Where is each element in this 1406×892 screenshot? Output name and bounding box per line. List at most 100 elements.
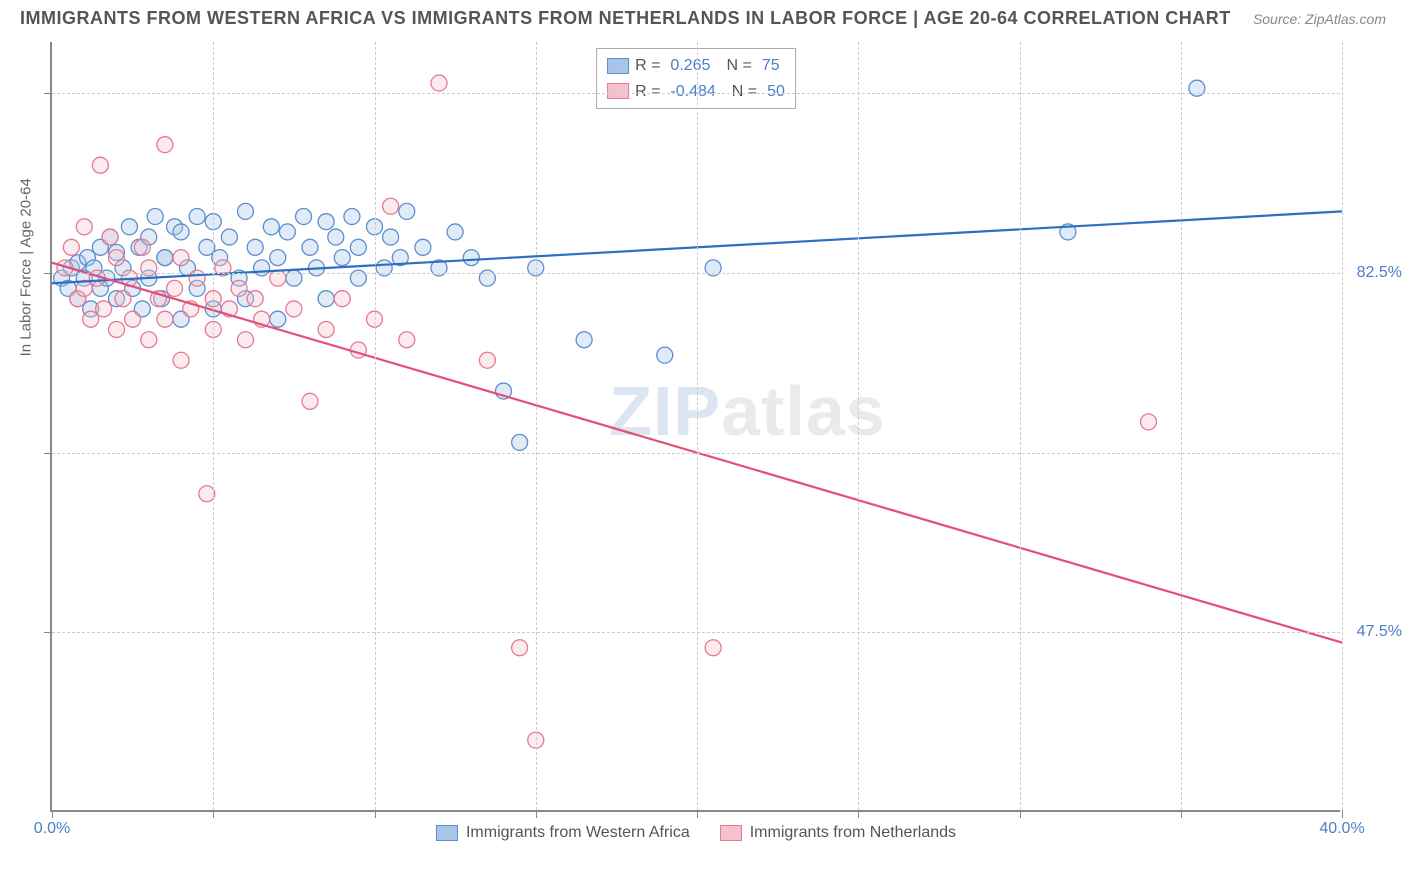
legend-item-series-a: Immigrants from Western Africa bbox=[436, 824, 690, 842]
scatter-point bbox=[263, 219, 279, 235]
grid-line-v bbox=[1020, 42, 1021, 810]
grid-line-h bbox=[52, 453, 1340, 454]
grid-line-v bbox=[1181, 42, 1182, 810]
scatter-point bbox=[125, 311, 141, 327]
scatter-point bbox=[334, 291, 350, 307]
scatter-point bbox=[173, 224, 189, 240]
chart-header: IMMIGRANTS FROM WESTERN AFRICA VS IMMIGR… bbox=[0, 0, 1406, 33]
tick-mark bbox=[44, 632, 52, 633]
scatter-point bbox=[576, 332, 592, 348]
tick-mark bbox=[697, 810, 698, 818]
scatter-point bbox=[121, 219, 137, 235]
scatter-point bbox=[173, 250, 189, 266]
tick-mark bbox=[1181, 810, 1182, 818]
scatter-point bbox=[247, 291, 263, 307]
grid-line-v bbox=[536, 42, 537, 810]
scatter-point bbox=[657, 347, 673, 363]
scatter-point bbox=[63, 239, 79, 255]
scatter-point bbox=[92, 157, 108, 173]
x-tick-label: 40.0% bbox=[1319, 820, 1364, 838]
scatter-point bbox=[238, 332, 254, 348]
scatter-point bbox=[270, 311, 286, 327]
scatter-point bbox=[350, 239, 366, 255]
scatter-point bbox=[296, 209, 312, 225]
scatter-point bbox=[383, 229, 399, 245]
scatter-point bbox=[318, 321, 334, 337]
scatter-point bbox=[383, 198, 399, 214]
scatter-point bbox=[512, 640, 528, 656]
tick-mark bbox=[213, 810, 214, 818]
scatter-point bbox=[238, 203, 254, 219]
grid-line-h bbox=[52, 93, 1340, 94]
scatter-point bbox=[102, 229, 118, 245]
scatter-point bbox=[141, 332, 157, 348]
scatter-plot-area: ZIPatlas R = 0.265 N = 75 R = -0.484 N =… bbox=[50, 42, 1340, 812]
scatter-point bbox=[318, 291, 334, 307]
scatter-point bbox=[344, 209, 360, 225]
scatter-point bbox=[189, 209, 205, 225]
scatter-point bbox=[157, 250, 173, 266]
scatter-point bbox=[221, 229, 237, 245]
grid-line-v bbox=[1342, 42, 1343, 810]
y-tick-label: 47.5% bbox=[1357, 623, 1402, 641]
scatter-point bbox=[270, 250, 286, 266]
scatter-point bbox=[318, 214, 334, 230]
scatter-point bbox=[157, 311, 173, 327]
series-a-label: Immigrants from Western Africa bbox=[466, 824, 690, 842]
scatter-point bbox=[1141, 414, 1157, 430]
source-attribution: Source: ZipAtlas.com bbox=[1253, 11, 1386, 27]
scatter-point bbox=[479, 352, 495, 368]
tick-mark bbox=[536, 810, 537, 818]
tick-mark bbox=[1020, 810, 1021, 818]
scatter-point bbox=[447, 224, 463, 240]
scatter-point bbox=[463, 250, 479, 266]
scatter-point bbox=[167, 280, 183, 296]
grid-line-v bbox=[697, 42, 698, 810]
tick-mark bbox=[375, 810, 376, 818]
scatter-point bbox=[109, 321, 125, 337]
scatter-point bbox=[512, 434, 528, 450]
scatter-point bbox=[247, 239, 263, 255]
tick-mark bbox=[1342, 810, 1343, 818]
grid-line-h bbox=[52, 632, 1340, 633]
scatter-point bbox=[431, 75, 447, 91]
tick-mark bbox=[44, 453, 52, 454]
scatter-point bbox=[705, 640, 721, 656]
swatch-series-a bbox=[436, 825, 458, 841]
tick-mark bbox=[858, 810, 859, 818]
scatter-point bbox=[415, 239, 431, 255]
scatter-point bbox=[134, 239, 150, 255]
scatter-point bbox=[96, 301, 112, 317]
scatter-point bbox=[76, 219, 92, 235]
legend-item-series-b: Immigrants from Netherlands bbox=[720, 824, 956, 842]
tick-mark bbox=[44, 273, 52, 274]
scatter-point bbox=[173, 352, 189, 368]
scatter-point bbox=[328, 229, 344, 245]
scatter-point bbox=[109, 250, 125, 266]
scatter-point bbox=[147, 209, 163, 225]
chart-container: In Labor Force | Age 20-64 ZIPatlas R = … bbox=[50, 42, 1390, 832]
scatter-point bbox=[231, 280, 247, 296]
scatter-point bbox=[302, 239, 318, 255]
grid-line-v bbox=[213, 42, 214, 810]
chart-title: IMMIGRANTS FROM WESTERN AFRICA VS IMMIGR… bbox=[20, 8, 1231, 29]
grid-line-v bbox=[375, 42, 376, 810]
swatch-series-b bbox=[720, 825, 742, 841]
scatter-point bbox=[286, 301, 302, 317]
scatter-point bbox=[302, 393, 318, 409]
scatter-point bbox=[399, 332, 415, 348]
tick-mark bbox=[52, 810, 53, 818]
scatter-point bbox=[334, 250, 350, 266]
scatter-point bbox=[279, 224, 295, 240]
tick-mark bbox=[44, 93, 52, 94]
grid-line-v bbox=[858, 42, 859, 810]
series-b-label: Immigrants from Netherlands bbox=[750, 824, 956, 842]
x-tick-label: 0.0% bbox=[34, 820, 70, 838]
scatter-point bbox=[115, 291, 131, 307]
scatter-point bbox=[157, 137, 173, 153]
y-tick-label: 82.5% bbox=[1357, 264, 1402, 282]
grid-line-h bbox=[52, 273, 1340, 274]
scatter-point bbox=[83, 311, 99, 327]
scatter-point bbox=[399, 203, 415, 219]
series-legend: Immigrants from Western Africa Immigrant… bbox=[436, 824, 956, 842]
